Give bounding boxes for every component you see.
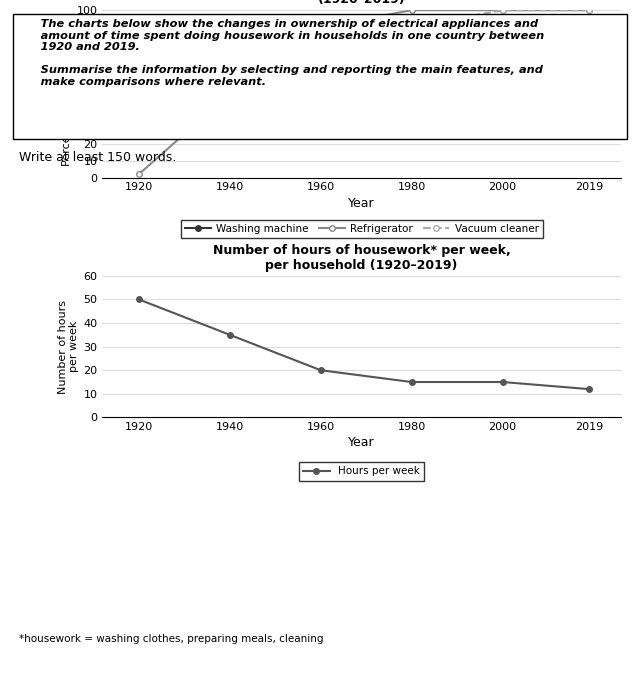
Y-axis label: Number of hours
per week: Number of hours per week xyxy=(58,300,79,394)
Title: Number of hours of housework* per week,
per household (1920–2019): Number of hours of housework* per week, … xyxy=(212,244,511,272)
Title: Percentage of households with electrical appliances
(1920–2019): Percentage of households with electrical… xyxy=(179,0,545,6)
Text: *housework = washing clothes, preparing meals, cleaning: *housework = washing clothes, preparing … xyxy=(19,634,324,644)
Legend: Hours per week: Hours per week xyxy=(300,462,424,481)
Y-axis label: Percentage of households: Percentage of households xyxy=(62,22,72,166)
Text: Write at least 150 words.: Write at least 150 words. xyxy=(19,151,177,164)
X-axis label: Year: Year xyxy=(348,437,375,449)
Text: The charts below show the changes in ownership of electrical appliances and
    : The charts below show the changes in own… xyxy=(19,19,545,87)
X-axis label: Year: Year xyxy=(348,197,375,209)
Legend: Washing machine, Refrigerator, Vacuum cleaner: Washing machine, Refrigerator, Vacuum cl… xyxy=(180,220,543,238)
